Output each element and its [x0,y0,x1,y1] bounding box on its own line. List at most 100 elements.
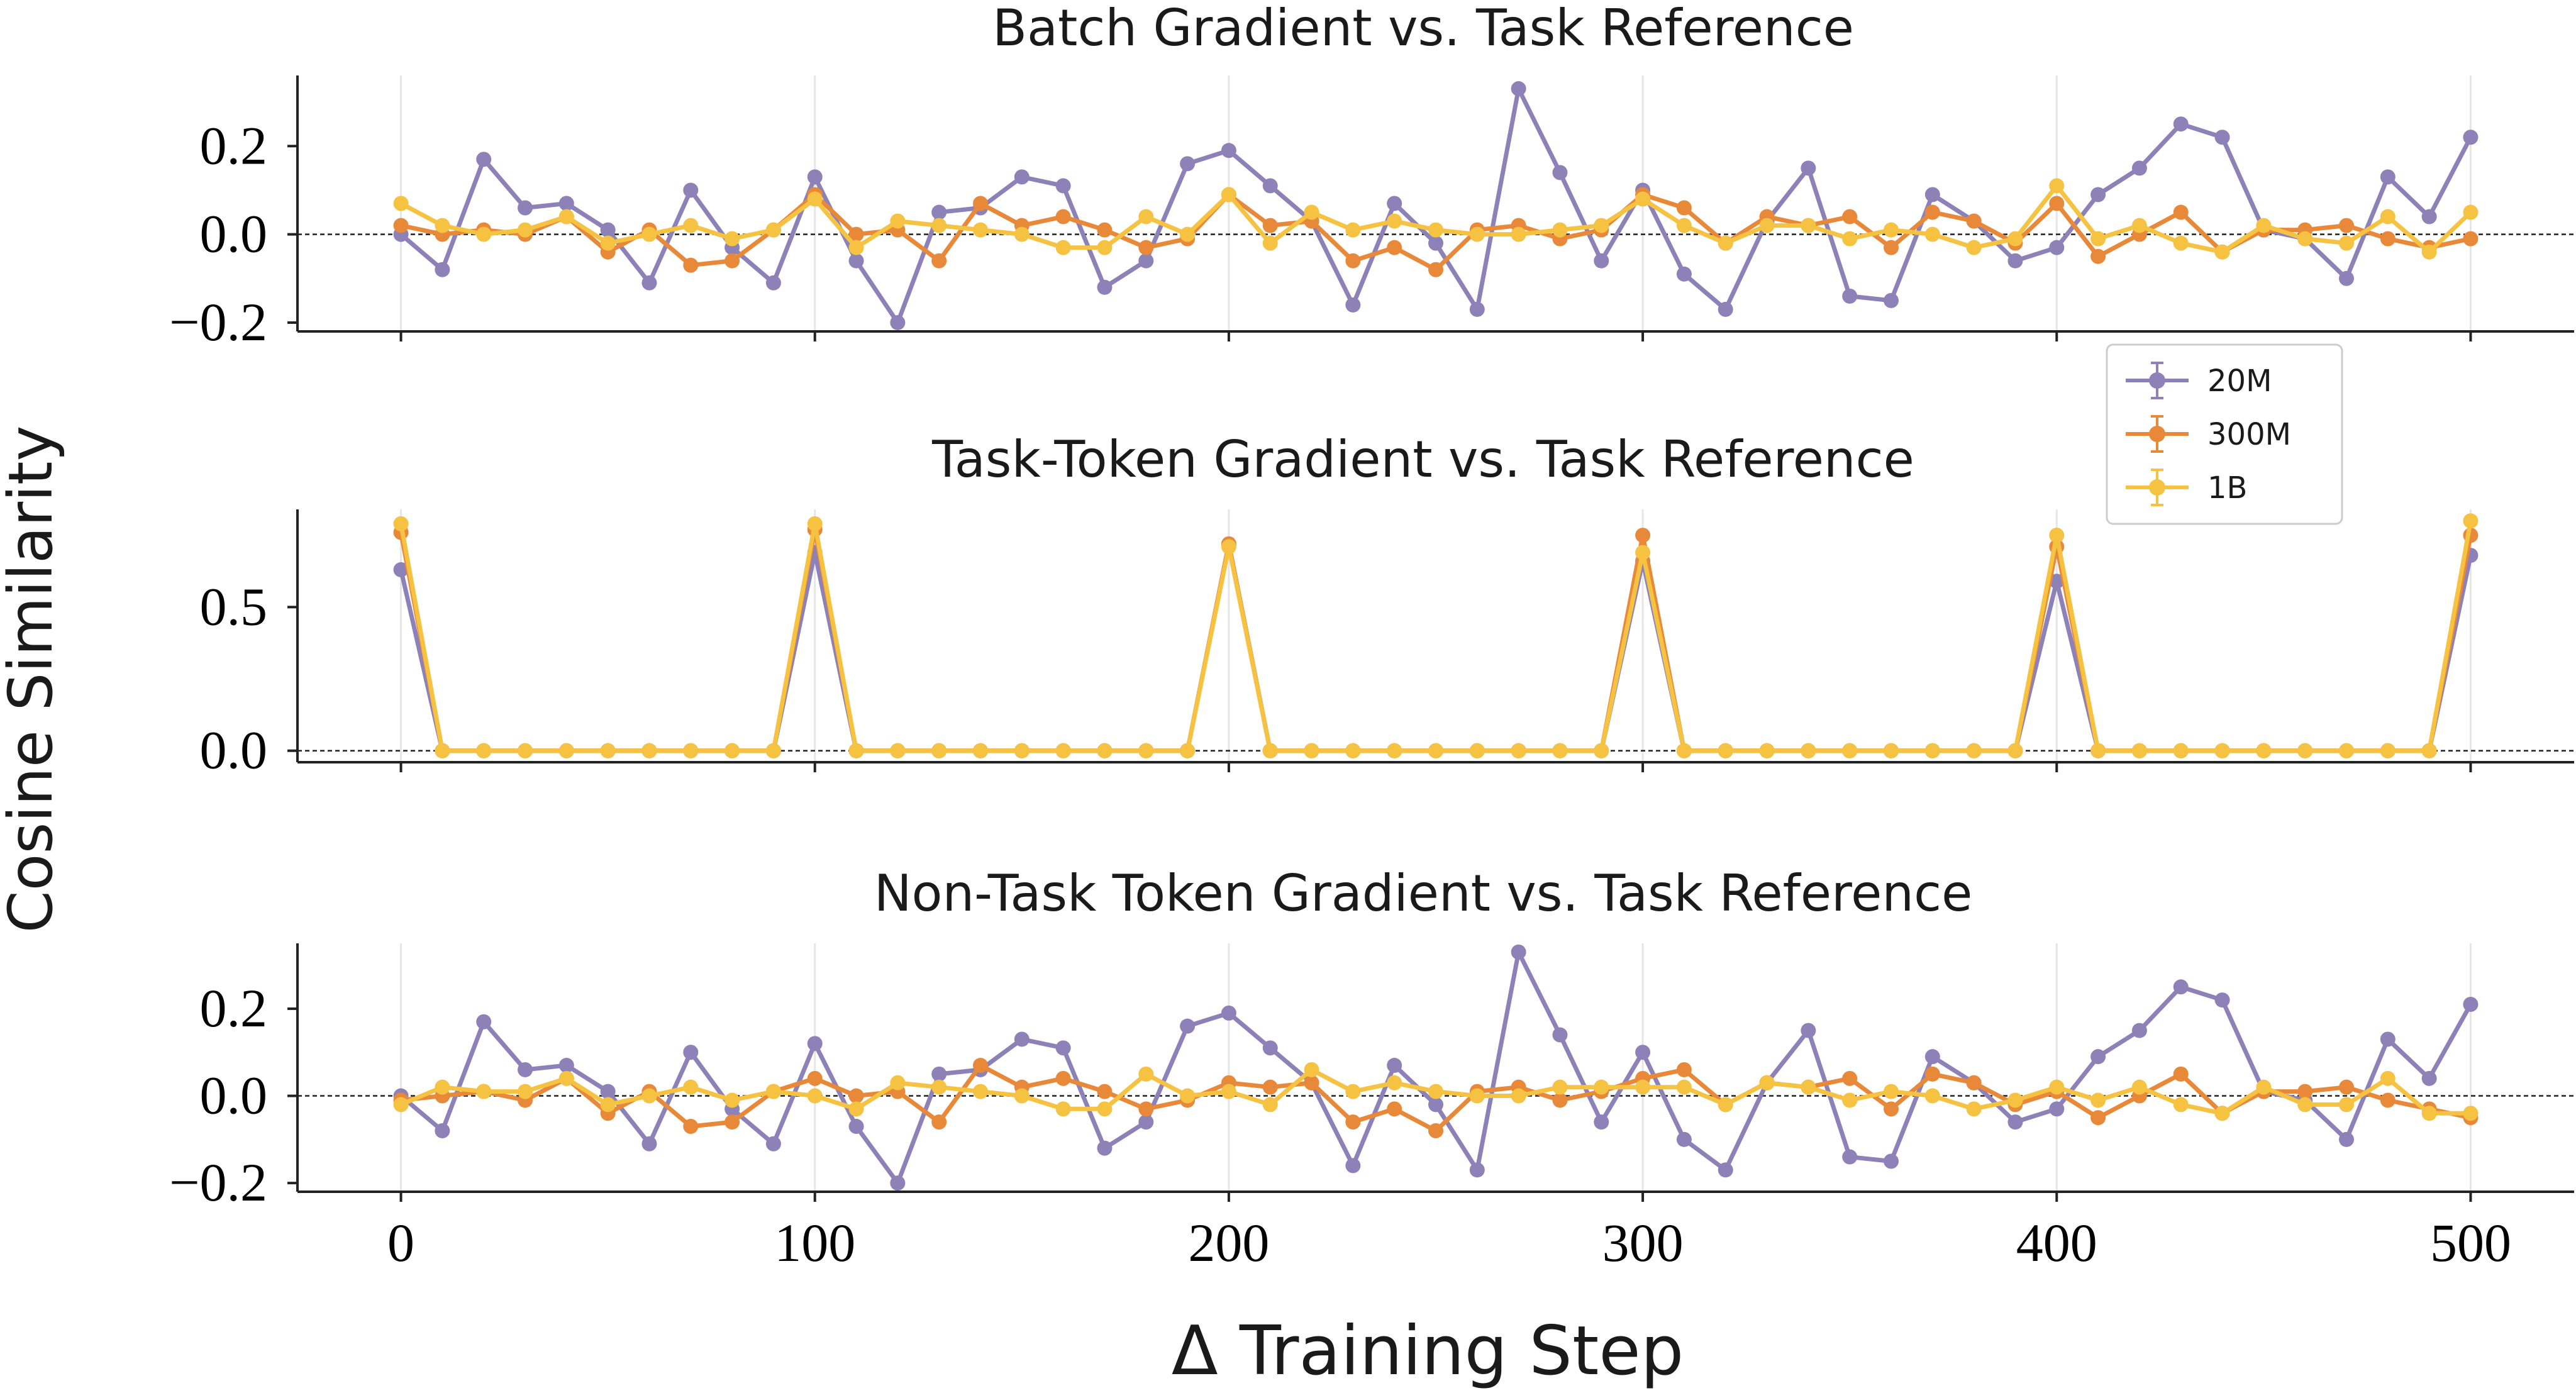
data-point [2049,196,2065,211]
data-point [2421,1070,2437,1086]
data-point [2463,513,2479,529]
data-point [1842,1070,1858,1086]
data-point [2049,1101,2065,1117]
data-point [600,235,616,251]
data-point [1138,743,1154,758]
data-point [1345,222,1361,238]
data-point [2380,1092,2396,1108]
data-point [641,275,657,291]
data-point [1180,226,1196,242]
data-point [1759,218,1775,233]
data-point [1304,743,1319,758]
data-point [807,516,823,531]
data-point [1676,266,1692,282]
data-point [1842,743,1858,758]
data-point [1428,235,1443,251]
data-point [1097,1084,1113,1099]
x-axis-label: Δ Training Step [1172,1312,1684,1390]
data-point [1262,743,1278,758]
data-point [848,240,864,255]
data-point [1262,1097,1278,1113]
data-point [1055,743,1071,758]
data-point [2380,1031,2396,1047]
data-point [1801,1079,1816,1095]
data-point [2421,244,2437,260]
data-point [1594,743,1609,758]
data-point [1884,1153,1899,1169]
data-point [890,1075,906,1091]
data-point [641,743,657,758]
data-point [2131,218,2147,233]
data-point [724,743,740,758]
data-point [1097,279,1113,295]
data-point [1594,218,1609,233]
data-point [1055,1070,1071,1086]
data-point [1138,240,1154,255]
data-point [973,1058,988,1074]
data-point [683,743,699,758]
data-point [1387,196,1402,211]
data-point [1387,213,1402,229]
data-point [518,222,533,238]
data-point [1304,1062,1319,1077]
data-point [1966,240,1982,255]
data-point [2090,1049,2106,1065]
series-line [399,527,2473,753]
data-point [1345,1114,1361,1130]
data-point [1884,743,1899,758]
data-point [1884,1084,1899,1099]
data-point [848,1101,864,1117]
data-point [2007,253,2023,269]
series-line [399,520,2473,753]
data-point [2380,743,2396,758]
data-point [1884,1101,1899,1117]
x-tick-label: 400 [2016,1213,2097,1273]
data-point [1635,1079,1651,1095]
y-axis-label: Cosine Similarity [0,426,66,933]
data-point [2297,1084,2313,1099]
data-point [1676,743,1692,758]
data-point [890,314,906,330]
data-point [1180,1088,1196,1104]
x-tick-label: 200 [1188,1213,1269,1273]
data-point [1469,1088,1485,1104]
data-point [848,1088,864,1104]
y-tick-label: 0.0 [200,204,268,264]
data-point [1676,1131,1692,1147]
data-point [1055,209,1071,225]
data-point [1262,235,1278,251]
data-point [1262,1040,1278,1056]
data-point [1469,1162,1485,1178]
data-point [518,1062,533,1077]
data-point [1924,1066,1940,1082]
data-point [1055,240,1071,255]
data-point [1345,297,1361,313]
data-point [600,743,616,758]
data-point [1966,1075,1982,1091]
data-point [1552,222,1568,238]
data-point [558,1070,574,1086]
data-point [1469,301,1485,317]
y-tick-label: 0.2 [200,115,268,175]
data-point [1387,240,1402,255]
data-point [435,218,450,233]
data-point [1428,222,1443,238]
series-line [399,950,2473,1185]
data-point [765,743,781,758]
data-point [2339,1131,2354,1147]
series-1B [393,1062,2479,1121]
data-point [1221,1084,1236,1099]
data-point [2090,187,2106,203]
data-point [1924,226,1940,242]
legend-frame [2106,343,2343,525]
data-point [848,743,864,758]
data-point [518,200,533,216]
data-point [1924,1088,1940,1104]
data-point [1180,156,1196,172]
data-point [1345,1158,1361,1174]
data-point [1924,1049,1940,1065]
data-point [1676,200,1692,216]
data-point [1924,187,1940,203]
data-point [1428,262,1443,277]
data-point [2007,743,2023,758]
